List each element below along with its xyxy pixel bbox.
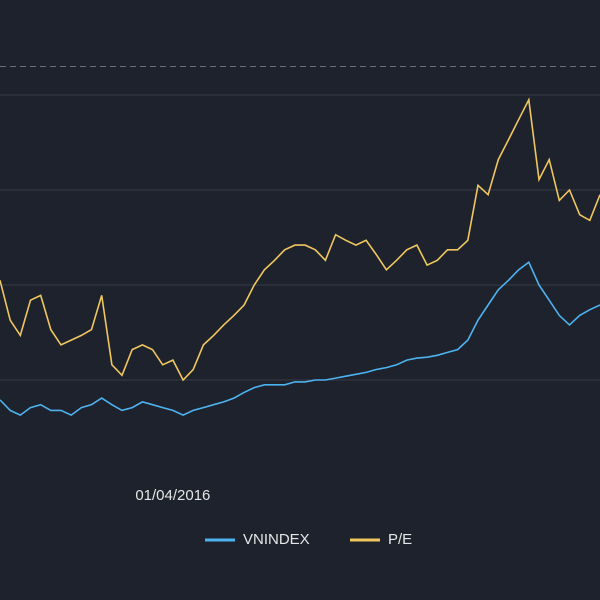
legend-label: P/E <box>388 531 412 548</box>
line-series <box>0 260 600 417</box>
line-series <box>0 97 600 382</box>
x-tick-label: 01/04/2016 <box>135 487 210 504</box>
legend-label: VNINDEX <box>243 531 310 548</box>
